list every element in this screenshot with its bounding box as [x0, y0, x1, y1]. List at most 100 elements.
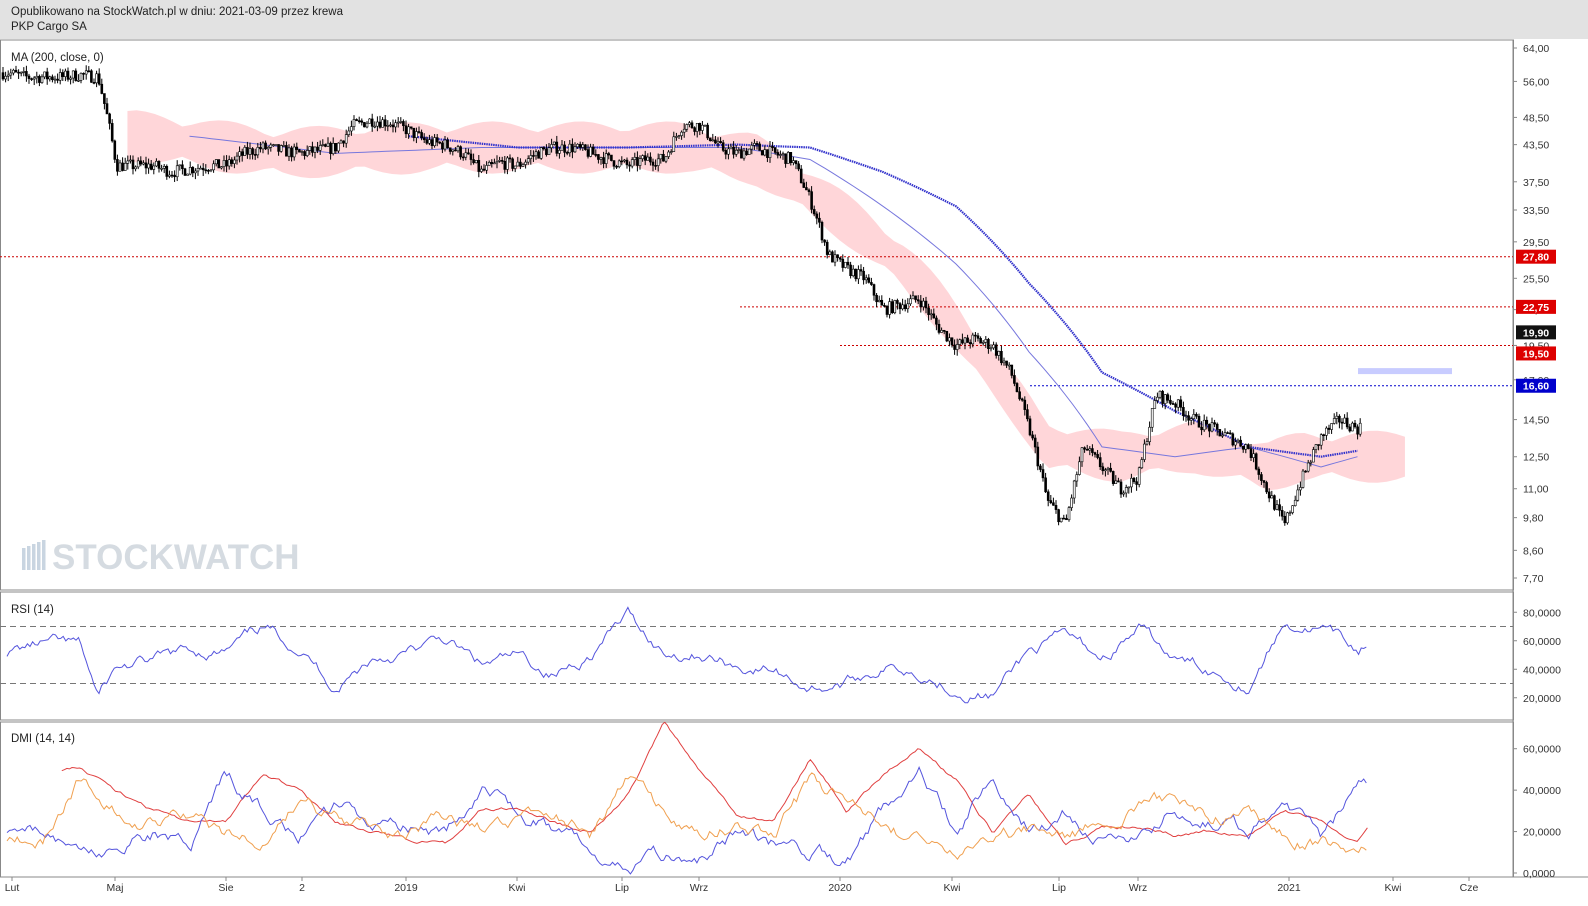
- candle: [633, 152, 637, 166]
- candle: [1338, 414, 1341, 429]
- candle: [487, 160, 491, 166]
- candle: [233, 156, 236, 169]
- candle: [659, 153, 663, 164]
- candle: [1215, 422, 1219, 436]
- candle: [66, 67, 70, 82]
- candle: [1187, 411, 1190, 426]
- candle: [1062, 514, 1066, 520]
- candle: [316, 141, 319, 154]
- candle: [1036, 441, 1040, 471]
- candle: [285, 141, 288, 157]
- candle: [571, 138, 574, 159]
- candle: [823, 239, 826, 246]
- candle: [461, 153, 465, 161]
- candle: [212, 160, 215, 173]
- candle: [1135, 477, 1138, 491]
- candle: [675, 132, 678, 141]
- candle: [519, 158, 522, 170]
- candle: [131, 155, 135, 175]
- price-level-tag: [1516, 299, 1556, 314]
- candle: [329, 141, 332, 160]
- candle: [732, 141, 735, 159]
- candle: [22, 67, 26, 77]
- candle: [937, 319, 941, 335]
- candle: [1280, 506, 1284, 521]
- candle: [922, 297, 925, 311]
- candle: [1132, 476, 1136, 484]
- candle: [997, 350, 1001, 361]
- candle: [178, 164, 182, 171]
- candle: [1182, 401, 1185, 421]
- candle: [290, 145, 293, 162]
- candle: [324, 143, 327, 148]
- candle: [984, 336, 988, 348]
- candle: [1124, 484, 1128, 498]
- candle: [201, 163, 205, 176]
- candle: [1226, 431, 1229, 434]
- candle: [1156, 392, 1159, 404]
- candle: [503, 155, 507, 174]
- price-tick-label: 48,50: [1523, 112, 1549, 124]
- candle: [61, 69, 65, 82]
- candle: [818, 212, 821, 228]
- candle: [968, 339, 972, 349]
- price-tick-label: 33,50: [1523, 205, 1549, 217]
- candle: [1085, 444, 1089, 451]
- candle: [1200, 421, 1203, 436]
- candle: [1299, 481, 1302, 496]
- candle: [1262, 480, 1266, 488]
- candle: [883, 302, 886, 308]
- candle: [1239, 436, 1242, 447]
- candle: [1044, 472, 1047, 494]
- candle: [1174, 402, 1177, 414]
- candle: [451, 149, 455, 156]
- candle: [110, 119, 114, 143]
- candle: [1088, 446, 1092, 456]
- candle: [477, 155, 481, 178]
- candle: [1351, 421, 1354, 432]
- candle: [394, 119, 397, 133]
- candle: [142, 160, 145, 166]
- candle: [1111, 470, 1115, 486]
- candle: [716, 137, 720, 148]
- candle: [1296, 484, 1300, 502]
- candle: [40, 74, 44, 84]
- publication-info: Opublikowano na StockWatch.pl w dniu: 20…: [11, 6, 343, 18]
- candle: [560, 140, 564, 151]
- candle: [914, 295, 917, 303]
- candle: [825, 239, 829, 259]
- candle: [836, 254, 839, 262]
- candle: [511, 157, 514, 172]
- candle: [1000, 345, 1003, 366]
- candle: [30, 77, 33, 81]
- candle: [1249, 443, 1253, 461]
- candle: [272, 143, 275, 147]
- candle: [766, 149, 769, 163]
- candle: [638, 155, 642, 170]
- candle: [422, 133, 426, 143]
- candle: [194, 168, 197, 180]
- candle: [105, 97, 109, 115]
- candle: [1013, 369, 1016, 387]
- candle: [927, 303, 930, 321]
- candle: [428, 134, 431, 146]
- price-tick-label: 43,50: [1523, 140, 1549, 152]
- candle: [295, 142, 299, 155]
- candle: [935, 315, 938, 331]
- candle: [1184, 410, 1188, 422]
- dmi-minus-di-line: [6, 772, 1367, 861]
- candle: [25, 65, 28, 82]
- candle: [558, 147, 561, 159]
- candle: [12, 68, 15, 76]
- candle: [139, 156, 143, 167]
- candle: [838, 256, 842, 263]
- candle: [1101, 462, 1105, 475]
- candle: [303, 150, 306, 160]
- candle: [1096, 449, 1099, 460]
- candle: [1140, 457, 1144, 470]
- candle: [196, 164, 200, 176]
- candle: [1075, 471, 1079, 487]
- candle: [680, 130, 683, 140]
- candle: [4, 71, 7, 83]
- candle: [459, 145, 462, 160]
